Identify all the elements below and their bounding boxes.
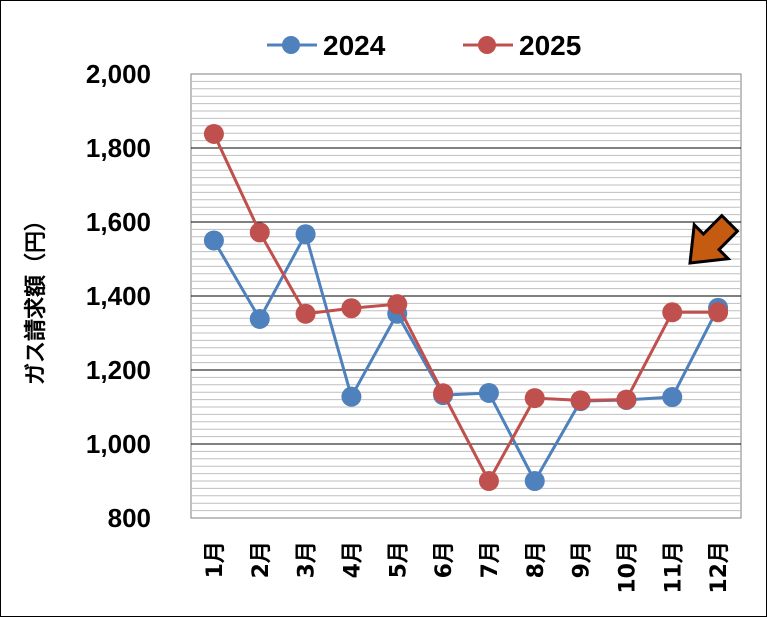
y-tick-label: 1,600 — [86, 207, 151, 237]
data-point-2025 — [524, 388, 545, 409]
x-tick-label: 10月 — [615, 541, 640, 594]
x-tick-label: 5月 — [386, 541, 411, 578]
y-tick-label: 1,400 — [86, 281, 151, 311]
y-axis-title: ガス請求額（円） — [23, 209, 49, 385]
x-tick-label: 9月 — [570, 541, 595, 578]
legend-item-2024: 2024 — [267, 30, 386, 61]
legend-label-2025: 2025 — [519, 30, 581, 61]
data-point-2025 — [616, 389, 637, 410]
legend-item-2025: 2025 — [463, 30, 581, 61]
data-point-2025 — [341, 298, 362, 319]
data-point-2025 — [570, 390, 591, 411]
data-point-2024 — [478, 382, 499, 403]
x-tick-label: 3月 — [295, 541, 320, 578]
y-tick-label: 1,000 — [86, 429, 151, 459]
data-point-2024 — [524, 471, 545, 491]
x-tick-label: 11月 — [661, 541, 686, 594]
data-point-2025 — [295, 303, 316, 324]
x-tick-label: 1月 — [203, 541, 228, 578]
y-tick-label: 1,800 — [86, 133, 151, 163]
x-tick-label: 7月 — [478, 541, 503, 578]
data-point-2025 — [387, 294, 408, 315]
x-tick-label: 12月 — [707, 541, 732, 594]
data-point-2025 — [203, 123, 224, 144]
data-point-2025 — [478, 471, 499, 491]
x-tick-label: 6月 — [432, 541, 457, 578]
y-tick-label: 1,200 — [86, 355, 151, 385]
legend: 2024 2025 — [267, 30, 581, 61]
x-tick-label: 8月 — [524, 541, 549, 578]
legend-label-2024: 2024 — [323, 30, 386, 61]
data-point-2025 — [249, 222, 270, 243]
series-layer — [203, 123, 729, 491]
x-tick-label: 2月 — [249, 541, 274, 578]
data-point-2024 — [295, 224, 316, 245]
data-point-2025 — [662, 302, 683, 323]
y-tick-labels: 800 1,000 1,200 1,400 1,600 1,800 2,000 — [86, 59, 151, 533]
data-point-2024 — [203, 230, 224, 251]
data-point-2024 — [341, 386, 362, 407]
y-tick-label: 2,000 — [86, 59, 151, 89]
data-point-2024 — [249, 308, 270, 329]
data-point-2025 — [433, 383, 454, 404]
x-tick-label: 4月 — [340, 541, 365, 578]
series-line-2025 — [212, 133, 719, 483]
series-2025 — [203, 123, 729, 491]
x-tick-labels: 1月 2月 3月 4月 5月 6月 7月 8月 9月 10月 11月 12月 — [203, 541, 732, 594]
grid — [190, 73, 742, 519]
data-point-2025 — [708, 302, 729, 323]
arrow-down-left-icon — [688, 213, 740, 265]
y-tick-label: 800 — [108, 503, 151, 533]
data-point-2024 — [662, 387, 683, 408]
